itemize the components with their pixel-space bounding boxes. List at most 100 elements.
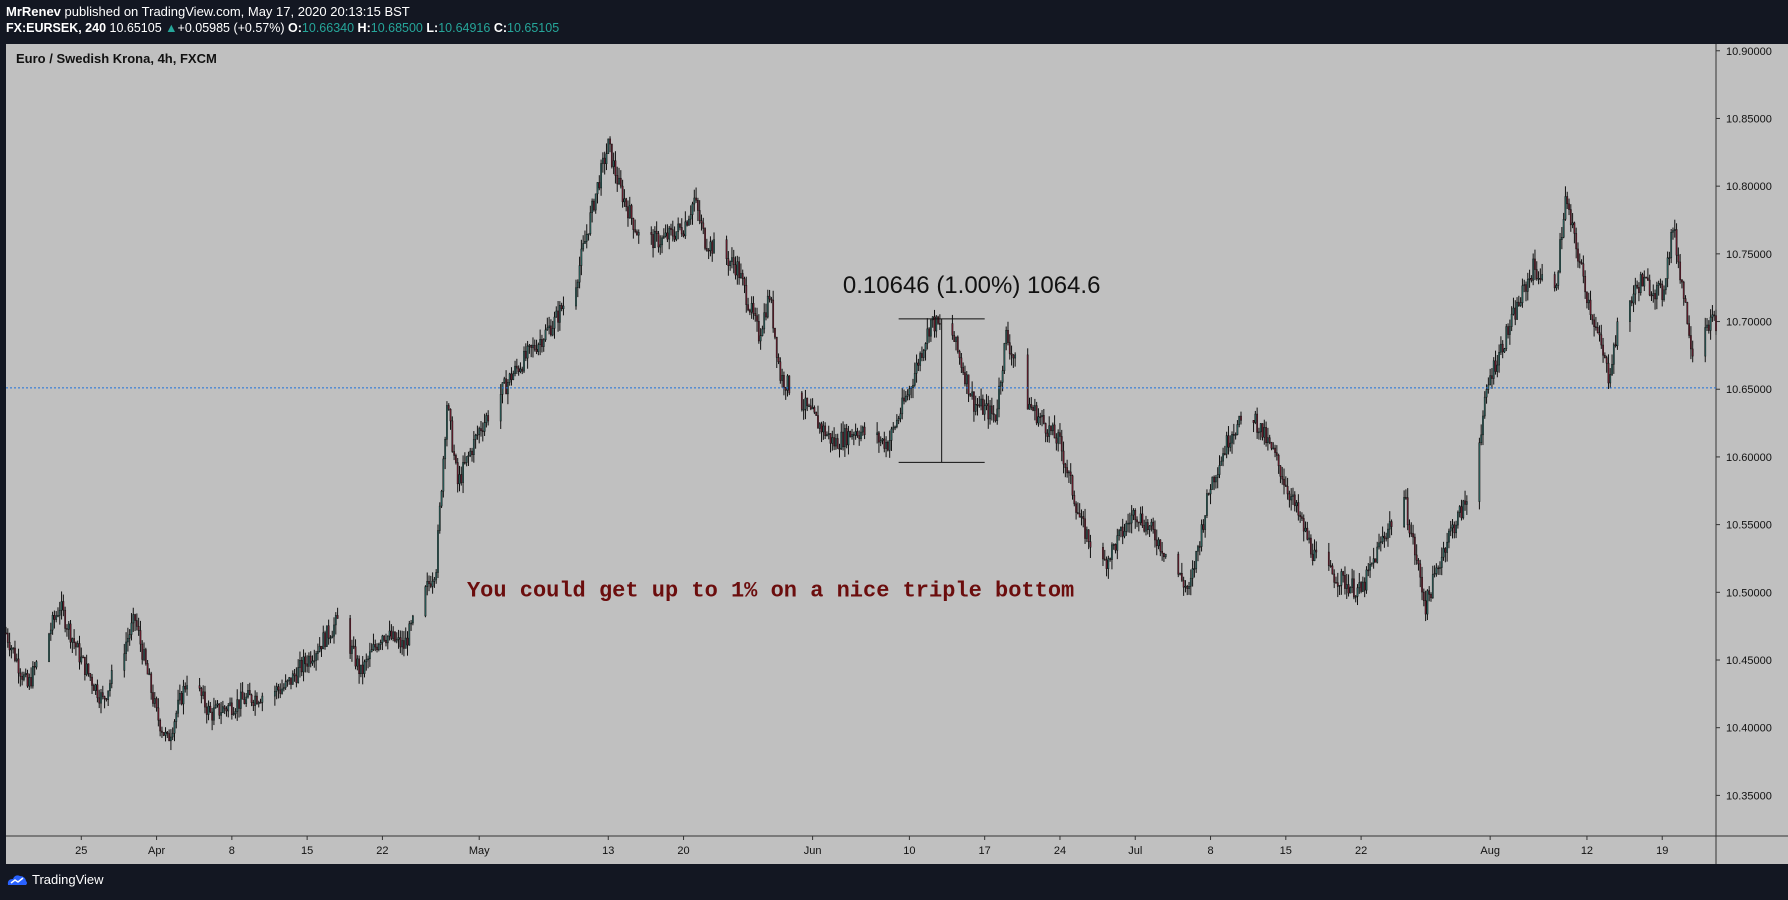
triple-bottom-annotation: You could get up to 1% on a nice triple … <box>467 578 1074 603</box>
candle-up <box>315 653 317 661</box>
candle-down <box>1598 332 1601 336</box>
candle-down <box>1530 277 1533 281</box>
candle-down <box>256 695 258 705</box>
candle-down <box>833 437 835 447</box>
time-axis[interactable]: 25 Apr 8 15 22 May 13 20 Jun 10 17 24 Jul 8 15 22 Aug 12 1… <box>75 836 1668 857</box>
candle-up <box>1209 489 1212 495</box>
tradingview-logo[interactable]: TradingView <box>6 872 104 887</box>
price-chart[interactable]: Euro / Swedish Krona, 4h, FXCM 10.900001… <box>0 44 1788 864</box>
y-tick-label: 10.85000 <box>1726 113 1772 125</box>
candle-up <box>234 711 237 715</box>
candle-down <box>98 697 101 704</box>
candle-up <box>888 440 891 451</box>
candle-up <box>302 656 305 673</box>
candle-up <box>257 702 260 705</box>
symbol-info: FX:EURSEK, 240 10.65105 ▲+0.05985 (+0.57… <box>6 21 559 35</box>
candle-down <box>937 316 939 324</box>
candle-down <box>903 397 905 402</box>
candle-up <box>351 645 353 654</box>
candle-up <box>465 456 468 463</box>
candle-up <box>1378 542 1380 548</box>
candle-up <box>164 731 167 736</box>
candle-down <box>1302 518 1305 532</box>
candle-down <box>772 299 775 329</box>
candle-up <box>623 198 626 203</box>
candle-up <box>576 281 579 289</box>
candle-down <box>666 232 669 240</box>
candle-up <box>1349 587 1352 594</box>
candle-up <box>404 637 407 649</box>
candle-up <box>908 388 911 396</box>
candle-down <box>1078 513 1081 518</box>
candle-up <box>1184 586 1187 588</box>
candle-up <box>750 303 753 313</box>
candle-up <box>28 677 31 687</box>
candle-down <box>770 298 773 301</box>
candle-down <box>184 685 187 690</box>
candle-up <box>1670 231 1673 258</box>
candle-up <box>998 385 1000 410</box>
candle-up <box>311 660 314 664</box>
candle-down <box>1501 343 1504 353</box>
x-tick-label: 15 <box>301 845 313 857</box>
candle-down <box>1347 584 1350 594</box>
candle-up <box>1388 521 1391 530</box>
candle-up <box>49 629 52 635</box>
candle-up <box>1254 413 1257 423</box>
candle-down <box>1491 375 1493 379</box>
candle-down <box>524 350 527 359</box>
candle-down <box>92 685 95 691</box>
price-range-tool[interactable]: 0.10646 (1.00%) 1064.6 <box>843 272 1101 463</box>
candle-up <box>1639 274 1642 293</box>
candle-up <box>1362 581 1364 592</box>
candle-down <box>1444 548 1447 553</box>
candle-up <box>1446 541 1449 553</box>
candle-up <box>508 373 511 383</box>
candle-down <box>707 250 710 252</box>
candle-up <box>1426 590 1429 615</box>
candle-down <box>1569 209 1572 226</box>
price-axis[interactable]: 10.90000 10.85000 10.80000 10.75000 10.70000… <box>1716 46 1772 803</box>
candle-up <box>469 450 472 456</box>
candle-up <box>1503 348 1506 353</box>
candle-down <box>824 425 827 437</box>
candle-down <box>455 455 457 463</box>
candle-down <box>157 707 160 721</box>
candle-up <box>551 328 554 336</box>
candle-up <box>368 651 371 660</box>
candle-up <box>1051 424 1054 432</box>
author-name[interactable]: MrRenev <box>6 4 61 19</box>
candle-up <box>897 418 900 421</box>
candle-up <box>110 670 113 684</box>
candle-down <box>743 278 746 286</box>
candle-up <box>313 660 316 662</box>
candle-down <box>1268 437 1271 443</box>
candle-down <box>1026 354 1029 410</box>
candle-down <box>1232 434 1235 436</box>
candle-down <box>1315 549 1318 553</box>
candle-down <box>1146 522 1149 530</box>
candle-up <box>1609 374 1612 384</box>
candle-down <box>78 643 81 663</box>
candle-up <box>216 703 219 706</box>
candle-down <box>1573 222 1576 234</box>
candle-down <box>990 405 993 414</box>
candle-down <box>53 615 56 620</box>
candle-down <box>1223 453 1226 455</box>
candle-down <box>69 623 72 643</box>
candle-down <box>1044 423 1047 434</box>
candle-up <box>885 441 887 449</box>
candle-down <box>515 365 518 369</box>
candle-up <box>222 706 224 713</box>
candle-down <box>1202 524 1205 530</box>
candle-down <box>1161 550 1164 554</box>
candle-up <box>668 227 671 240</box>
candle-down <box>1283 478 1285 486</box>
x-tick-label: May <box>469 845 490 857</box>
candle-down <box>1301 516 1303 519</box>
candle-down <box>1424 600 1427 615</box>
candle-down <box>774 327 776 338</box>
candle-down <box>159 719 162 732</box>
candle-down <box>530 344 533 348</box>
chart-area[interactable]: Euro / Swedish Krona, 4h, FXCM 10.90000 1… <box>0 44 1788 864</box>
